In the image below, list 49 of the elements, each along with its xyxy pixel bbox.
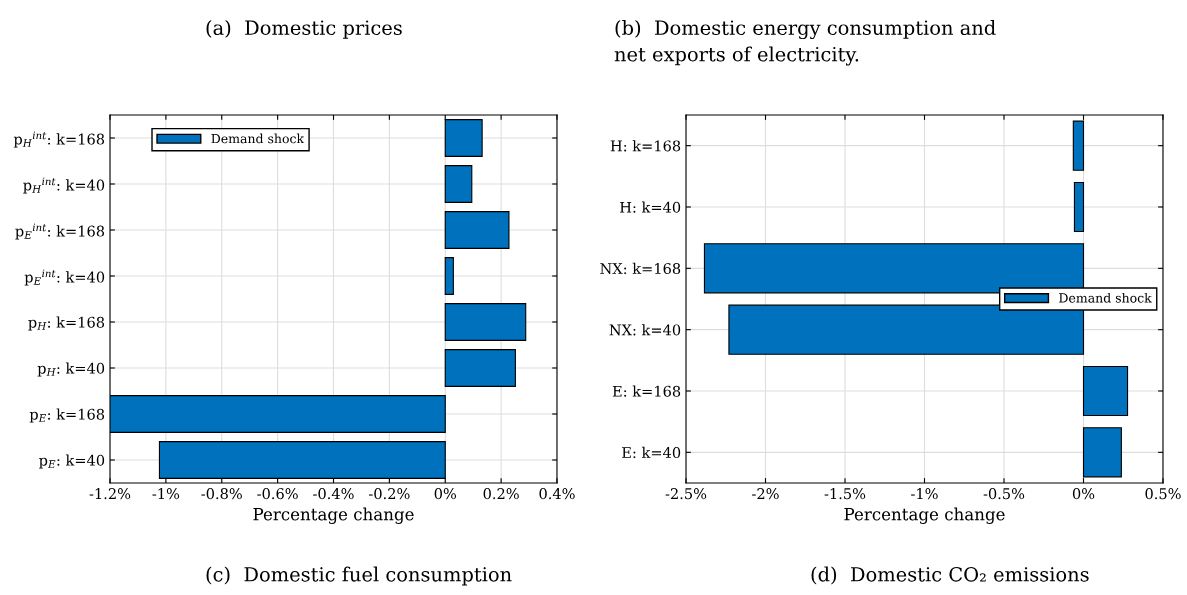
bar xyxy=(444,119,483,157)
x-axis-title: Percentage change xyxy=(844,507,1005,524)
x-tick-label: 0% xyxy=(1072,488,1095,500)
x-tick-label: -2.5% xyxy=(665,488,707,500)
y-tick-label: p$_{E}$$^{int}$: k=168 xyxy=(15,223,105,240)
y-tick-label: p$_{H}$: k=40 xyxy=(37,362,105,377)
y-tick-label: p$_{E}$: k=168 xyxy=(29,408,105,423)
x-tick-label: 0.2% xyxy=(483,488,519,500)
x-tick-label: -0.2% xyxy=(369,488,410,500)
x-axis-title: Percentage change xyxy=(253,507,414,524)
y-tick-label: H: k=40 xyxy=(620,201,681,213)
y-tick-label: H: k=168 xyxy=(610,140,681,152)
bar xyxy=(444,349,516,387)
x-tick-label: -0.6% xyxy=(257,488,298,500)
x-tick-label: 0.5% xyxy=(1145,488,1181,500)
bar xyxy=(444,303,527,341)
x-tick-label: 0.4% xyxy=(539,488,575,500)
x-tick-label: -0.8% xyxy=(201,488,242,500)
y-tick-label: E: k=40 xyxy=(622,446,681,459)
x-tick-label: -0.5% xyxy=(983,488,1025,500)
x-tick-label: -1.2% xyxy=(89,488,131,500)
y-tick-label: p$_{H}$: k=168 xyxy=(28,316,105,331)
y-tick-label: NX: k=40 xyxy=(609,324,681,336)
bar xyxy=(444,257,454,295)
y-tick-label: E: k=168 xyxy=(612,385,681,397)
bar xyxy=(158,441,446,479)
x-tick-label: -1% xyxy=(152,488,180,500)
y-tick-label: p$_{E}$: k=40 xyxy=(39,454,105,469)
y-tick-label: p$_{H}$$^{int}$: k=168 xyxy=(13,131,105,148)
x-tick-label: 0% xyxy=(434,488,457,500)
legend-label: Demand shock xyxy=(1059,292,1152,303)
text: (c) Domestic fuel consumption xyxy=(206,566,512,586)
y-tick-label: p$_{H}$$^{int}$: k=40 xyxy=(23,177,105,194)
y-tick-label: NX: k=168 xyxy=(600,262,681,275)
text: (d) Domestic CO₂ emissions xyxy=(811,566,1089,585)
bar xyxy=(1073,181,1085,233)
bar xyxy=(444,165,473,203)
bar xyxy=(1082,365,1129,417)
x-tick-label: -0.4% xyxy=(313,488,354,500)
legend-label: Demand shock xyxy=(211,133,305,144)
text: (a) Domestic prices xyxy=(206,20,402,39)
bar xyxy=(444,211,510,249)
x-tick-label: -1.5% xyxy=(824,488,866,500)
bar xyxy=(1082,427,1122,478)
y-tick-label: p$_{E}$$^{int}$: k=40 xyxy=(24,269,105,286)
x-tick-label: -1% xyxy=(911,488,938,500)
x-tick-label: -2% xyxy=(752,488,779,500)
text: (b) Domestic energy consumption and net exports of electricity. xyxy=(614,20,996,66)
bar xyxy=(1072,120,1085,171)
